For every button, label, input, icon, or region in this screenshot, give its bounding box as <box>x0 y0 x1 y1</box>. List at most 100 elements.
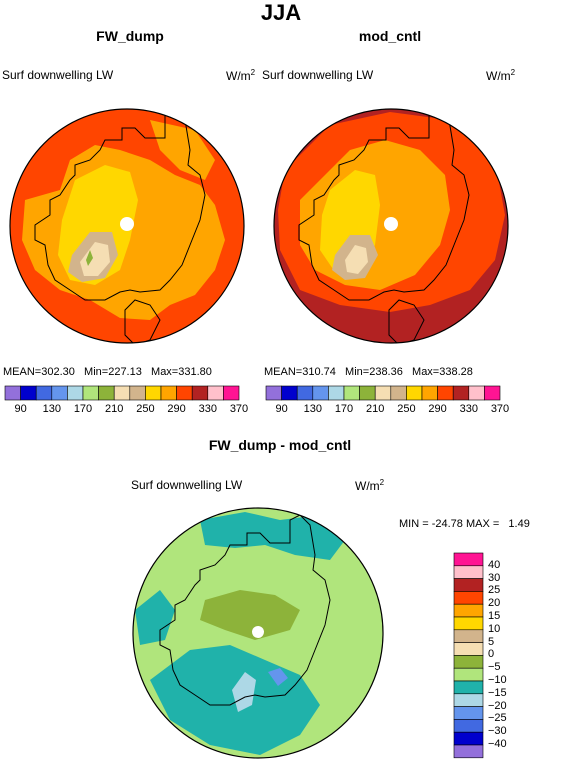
colorbar-tick-label: 130 <box>42 403 61 415</box>
colorbar-swatch <box>453 731 484 746</box>
colorbar-swatch <box>453 616 484 631</box>
stats-mod-cntl: MEAN=310.74 Min=238.36 Max=338.28 <box>264 366 473 378</box>
min-label: Min= <box>84 366 109 378</box>
colorbar-swatch <box>453 552 484 567</box>
colorbar-swatch <box>145 385 162 401</box>
pole-marker-difference <box>252 626 264 638</box>
colorbar-swatch <box>453 744 484 759</box>
colorbar-swatch <box>4 385 21 401</box>
panel-title-fw-dump: FW_dump <box>96 28 164 44</box>
colorbar-tick-label: 10 <box>488 622 501 635</box>
max-label: Max= <box>151 366 179 378</box>
colorbar-tick-label: −15 <box>488 686 507 699</box>
colorbar-mod-cntl <box>265 385 501 401</box>
colorbar-tick-label: −30 <box>488 725 507 738</box>
colorbar-swatch <box>265 385 282 401</box>
max-label: Max= <box>412 366 440 378</box>
colorbar-swatch <box>191 385 209 401</box>
colorbar-swatch <box>312 385 329 401</box>
colorbar-tick-label: 370 <box>490 403 510 415</box>
colorbar-swatch <box>129 385 146 401</box>
colorbar-swatch <box>207 385 224 401</box>
colorbar-swatch <box>452 385 470 401</box>
colorbar-swatch <box>453 578 484 592</box>
colorbar-tick-label: 25 <box>488 584 501 597</box>
colorbar-tick-label: 30 <box>488 571 501 584</box>
colorbar-tick-label: −25 <box>488 712 507 725</box>
contour-teal-west <box>135 590 175 645</box>
land-outline <box>34 109 206 301</box>
colorbar-swatch <box>453 719 484 733</box>
colorbar-tick-label: 170 <box>73 403 93 415</box>
land-outline <box>159 514 331 706</box>
colorbar-swatch <box>484 385 501 401</box>
colorbar-tick-label: 250 <box>397 403 416 415</box>
colorbar-tick-label: −20 <box>488 699 507 712</box>
colorbar-swatch <box>437 385 454 401</box>
colorbar-swatch <box>390 385 407 401</box>
mean-value: 302.30 <box>41 366 75 378</box>
colorbar-tick-label: 210 <box>366 403 385 415</box>
min-value: 238.36 <box>369 366 403 378</box>
colorbar-swatch <box>176 385 193 401</box>
variable-label-fw-dump: Surf downwelling LW <box>2 68 114 82</box>
colorbar-swatch <box>35 385 53 401</box>
min-label: Min= <box>345 366 370 378</box>
colorbar-tick-label: −10 <box>488 674 507 686</box>
island-outline <box>124 299 161 343</box>
island-outline <box>388 299 425 343</box>
map-border-fw-dump <box>9 108 245 344</box>
colorbar-tick-label: 170 <box>334 403 354 415</box>
colorbar-swatch <box>223 385 240 401</box>
mean-label: MEAN= <box>3 366 42 378</box>
colorbar-swatch <box>51 385 68 401</box>
colorbar-swatch <box>453 693 484 707</box>
colorbar-swatch <box>281 385 298 401</box>
colorbar-tick-label: 40 <box>488 558 501 571</box>
colorbar-tick-label: 0 <box>488 648 495 661</box>
max-value: 338.28 <box>439 366 473 378</box>
colorbar-tick-label: 130 <box>303 403 322 415</box>
colorbar-swatch <box>98 385 115 401</box>
colorbar-swatch <box>20 385 37 401</box>
contour-wheat <box>80 242 110 276</box>
colorbar-swatch <box>453 642 484 656</box>
colorbar-tick-label: 90 <box>14 403 27 415</box>
main-title: JJA <box>260 0 302 25</box>
contour-olive <box>200 590 300 640</box>
colorbar-tick-label: 330 <box>198 403 217 415</box>
colorbar-tick-label: 15 <box>488 610 501 622</box>
colorbar-swatch <box>374 385 392 401</box>
colorbar-tick-label: 250 <box>136 403 155 415</box>
colorbar-swatch <box>343 385 360 401</box>
contour-green <box>86 250 93 266</box>
panel-title-difference: FW_dump - mod_cntl <box>208 437 352 453</box>
contour-orange-upper <box>150 120 215 180</box>
colorbar-tick-label: 210 <box>105 403 124 415</box>
colorbar-swatch <box>67 385 84 401</box>
panel-title-mod-cntl: mod_cntl <box>358 28 422 44</box>
stats-difference: MIN = -24.78 MAX = 1.49 <box>399 518 530 530</box>
colorbar-difference <box>453 552 484 759</box>
variable-label-mod-cntl: Surf downwelling LW <box>262 68 374 82</box>
contour-wheat <box>345 245 368 274</box>
colorbar-swatch <box>82 385 99 401</box>
pole-marker-mod-cntl <box>384 217 398 231</box>
colorbar-swatch <box>453 706 484 720</box>
contour-blue <box>268 668 288 686</box>
colorbar-swatch <box>160 385 177 401</box>
colorbar-tick-label: 5 <box>488 635 495 648</box>
colorbar-swatch <box>453 629 484 643</box>
colorbar-swatch <box>453 680 484 695</box>
colorbar-swatch <box>453 565 484 579</box>
colorbar-tick-label: 20 <box>488 597 501 610</box>
colorbar-swatch <box>296 385 314 401</box>
map-border-difference <box>132 507 384 759</box>
colorbar-tick-label: −40 <box>488 738 507 750</box>
colorbar-fw-dump <box>4 385 240 401</box>
colorbar-swatch <box>453 591 484 605</box>
colorbar-swatch <box>453 603 484 618</box>
map-border-mod-cntl <box>273 108 509 344</box>
colorbar-swatch <box>421 385 438 401</box>
